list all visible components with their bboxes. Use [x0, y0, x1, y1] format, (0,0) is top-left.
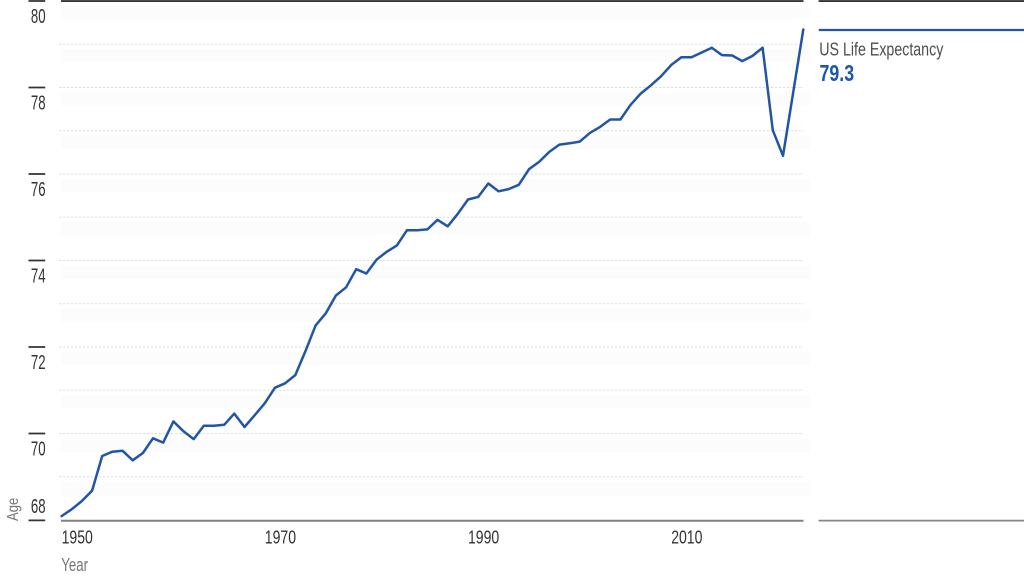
svg-text:1950: 1950 [62, 527, 93, 548]
svg-text:1970: 1970 [265, 527, 296, 548]
svg-text:Age: Age [5, 498, 22, 521]
svg-text:76: 76 [31, 179, 46, 201]
svg-text:1990: 1990 [468, 527, 499, 548]
svg-text:72: 72 [31, 352, 46, 374]
svg-text:70: 70 [31, 438, 46, 460]
svg-text:78: 78 [31, 92, 46, 114]
svg-text:68: 68 [31, 496, 46, 518]
svg-text:US Life Expectancy: US Life Expectancy [819, 39, 944, 59]
svg-text:74: 74 [31, 265, 46, 287]
svg-text:79.3: 79.3 [820, 60, 855, 86]
svg-text:80: 80 [31, 6, 46, 28]
svg-text:2010: 2010 [671, 527, 702, 548]
svg-text:Year: Year [61, 554, 88, 575]
